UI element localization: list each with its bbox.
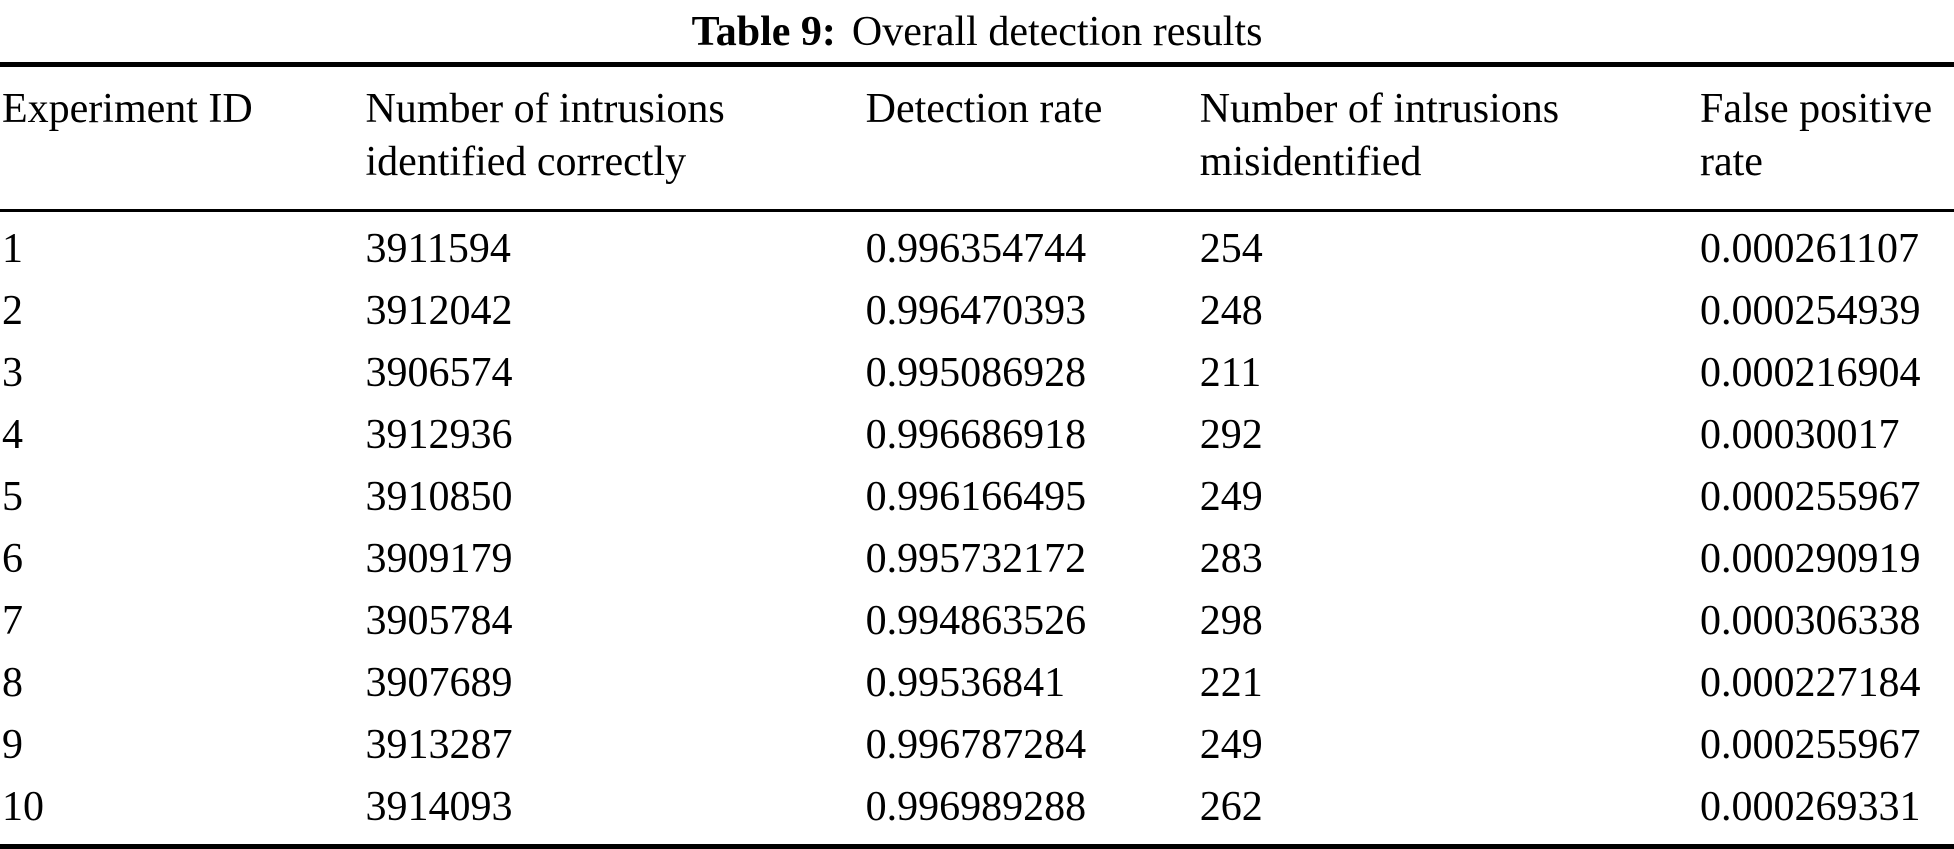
cell-intrusions-misidentified: 221 (1199, 660, 1263, 706)
table-caption-text: Overall detection results (851, 9, 1263, 55)
header-line: Experiment ID (2, 86, 253, 132)
cell-false-positive-rate: 0.000254939 (1700, 288, 1921, 334)
cell-experiment-id: 9 (2, 722, 23, 768)
cell-intrusions-correct: 3909179 (365, 536, 513, 582)
cell-experiment-id: 6 (2, 536, 23, 582)
table-header-row: Experiment ID Number of intrusions ident… (0, 64, 1954, 212)
cell-false-positive-rate: 0.000290919 (1700, 536, 1921, 582)
cell-intrusions-correct: 3905784 (365, 598, 513, 644)
cell-intrusions-correct: 3912042 (365, 288, 513, 334)
table-body: 1 3911594 0.996354744 254 0.000261107 2 … (0, 211, 1954, 847)
cell-intrusions-misidentified: 249 (1199, 474, 1263, 520)
detection-results-table: Experiment ID Number of intrusions ident… (0, 62, 1954, 849)
table-row: 9 3913287 0.996787284 249 0.000255967 (0, 714, 1954, 776)
header-line: False positive (1700, 86, 1933, 132)
table-row: 5 3910850 0.996166495 249 0.000255967 (0, 466, 1954, 528)
cell-false-positive-rate: 0.000255967 (1700, 722, 1921, 768)
cell-intrusions-misidentified: 249 (1199, 722, 1263, 768)
cell-intrusions-misidentified: 283 (1199, 536, 1263, 582)
cell-false-positive-rate: 0.000261107 (1700, 226, 1919, 272)
cell-intrusions-correct: 3912936 (365, 412, 513, 458)
column-header-experiment-id: Experiment ID (0, 64, 364, 212)
cell-intrusions-misidentified: 298 (1199, 598, 1263, 644)
cell-detection-rate: 0.995086928 (865, 350, 1087, 396)
cell-intrusions-correct: 3907689 (365, 660, 513, 706)
cell-experiment-id: 10 (2, 784, 44, 830)
table-row: 7 3905784 0.994863526 298 0.000306338 (0, 590, 1954, 652)
cell-detection-rate: 0.996166495 (865, 474, 1087, 520)
table-row: 4 3912936 0.996686918 292 0.00030017 (0, 404, 1954, 466)
table-row: 3 3906574 0.995086928 211 0.000216904 (0, 342, 1954, 404)
cell-experiment-id: 3 (2, 350, 23, 396)
column-header-intrusions-correct: Number of intrusions identified correctl… (363, 64, 864, 212)
cell-intrusions-misidentified: 248 (1199, 288, 1263, 334)
cell-false-positive-rate: 0.000227184 (1700, 660, 1921, 706)
cell-intrusions-correct: 3913287 (365, 722, 513, 768)
table-caption-label: Table 9: (691, 9, 836, 55)
cell-experiment-id: 4 (2, 412, 23, 458)
table-row: 10 3914093 0.996989288 262 0.000269331 (0, 776, 1954, 847)
cell-detection-rate: 0.996470393 (865, 288, 1087, 334)
cell-detection-rate: 0.99536841 (865, 660, 1066, 706)
table-row: 6 3909179 0.995732172 283 0.000290919 (0, 528, 1954, 590)
cell-intrusions-correct: 3910850 (365, 474, 513, 520)
table-row: 8 3907689 0.99536841 221 0.000227184 (0, 652, 1954, 714)
cell-false-positive-rate: 0.000255967 (1700, 474, 1921, 520)
cell-detection-rate: 0.996989288 (865, 784, 1087, 830)
cell-detection-rate: 0.996354744 (865, 226, 1087, 272)
table-row: 1 3911594 0.996354744 254 0.000261107 (0, 211, 1954, 281)
cell-intrusions-misidentified: 211 (1199, 350, 1262, 396)
header-line: Number of intrusions (365, 86, 725, 132)
header-line: Detection rate (865, 86, 1103, 132)
cell-experiment-id: 7 (2, 598, 23, 644)
cell-intrusions-misidentified: 292 (1199, 412, 1263, 458)
cell-experiment-id: 8 (2, 660, 23, 706)
table-row: 2 3912042 0.996470393 248 0.000254939 (0, 280, 1954, 342)
cell-detection-rate: 0.996686918 (865, 412, 1087, 458)
cell-intrusions-misidentified: 262 (1199, 784, 1263, 830)
header-line: misidentified (1199, 139, 1422, 185)
cell-false-positive-rate: 0.000306338 (1700, 598, 1921, 644)
cell-false-positive-rate: 0.000269331 (1700, 784, 1921, 830)
column-header-detection-rate: Detection rate (863, 64, 1198, 212)
cell-experiment-id: 5 (2, 474, 23, 520)
header-line: Number of intrusions (1199, 86, 1560, 132)
cell-intrusions-correct: 3911594 (365, 226, 511, 272)
cell-intrusions-misidentified: 254 (1199, 226, 1263, 272)
cell-false-positive-rate: 0.00030017 (1700, 412, 1900, 458)
cell-detection-rate: 0.994863526 (865, 598, 1087, 644)
cell-experiment-id: 2 (2, 288, 23, 334)
header-line: rate (1700, 139, 1763, 185)
cell-experiment-id: 1 (2, 226, 23, 272)
cell-intrusions-correct: 3914093 (365, 784, 513, 830)
table-caption: Table 9: Overall detection results (0, 0, 1954, 62)
header-line: identified correctly (365, 139, 687, 185)
cell-detection-rate: 0.996787284 (865, 722, 1087, 768)
cell-intrusions-correct: 3906574 (365, 350, 513, 396)
column-header-false-positive-rate: False positive rate (1698, 64, 1954, 212)
column-header-intrusions-misidentified: Number of intrusions misidentified (1197, 64, 1698, 212)
cell-false-positive-rate: 0.000216904 (1700, 350, 1921, 396)
cell-detection-rate: 0.995732172 (865, 536, 1087, 582)
